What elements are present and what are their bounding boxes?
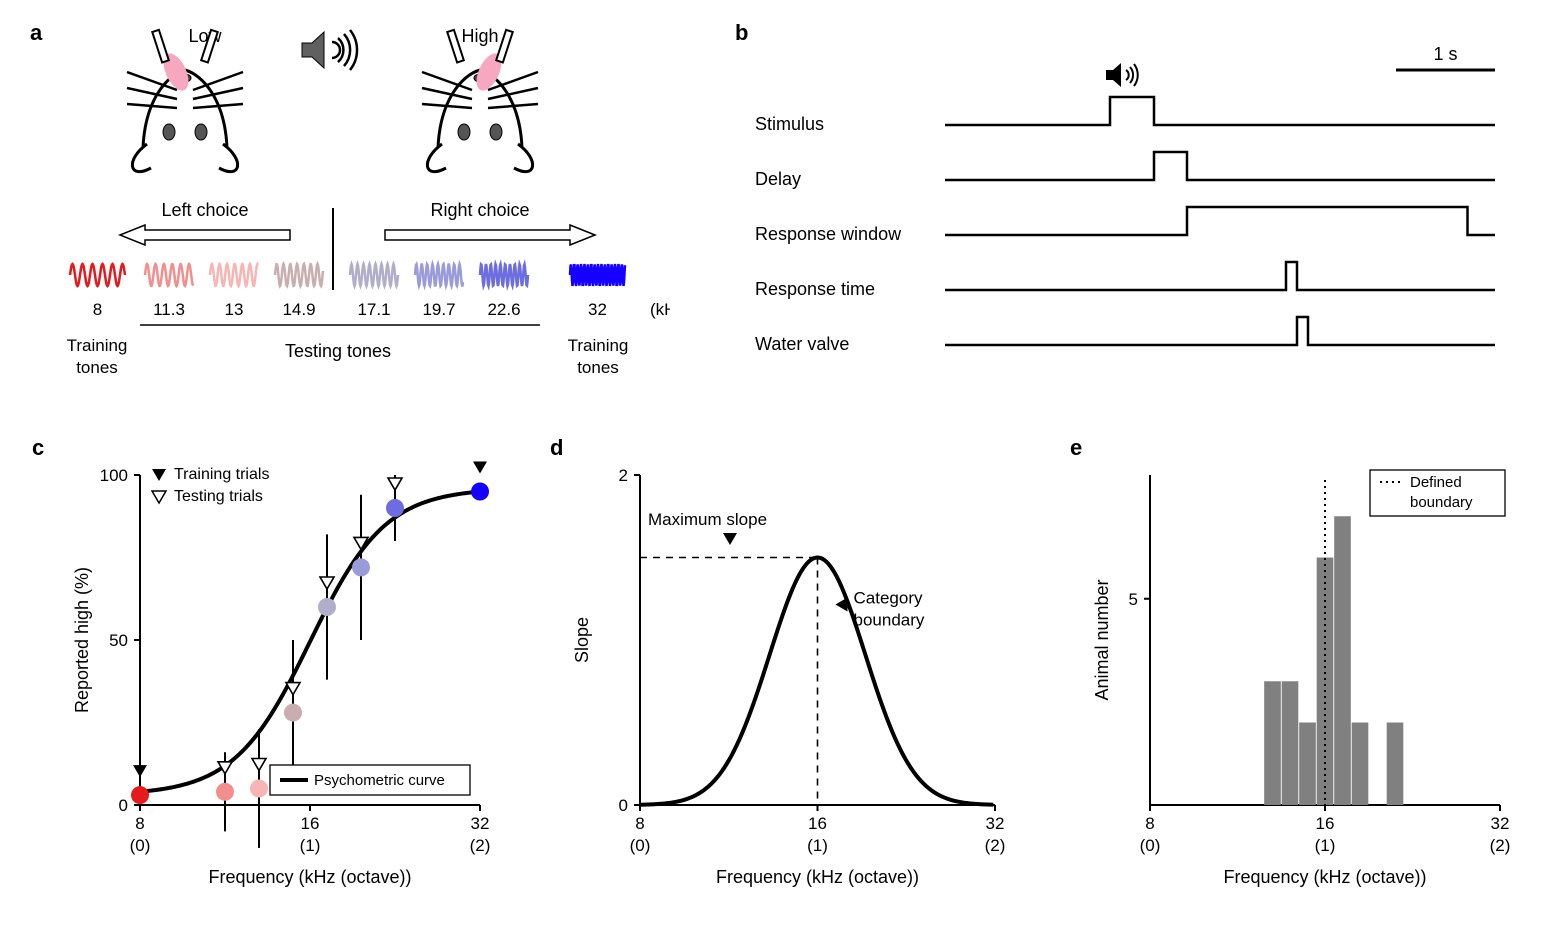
panel-a-label: a — [30, 20, 42, 46]
svg-text:Water valve: Water valve — [755, 334, 849, 354]
svg-text:Training: Training — [67, 336, 128, 355]
svg-text:boundary: boundary — [1410, 494, 1473, 511]
svg-text:14.9: 14.9 — [282, 300, 315, 319]
svg-text:8: 8 — [135, 814, 144, 833]
svg-text:16: 16 — [1316, 814, 1335, 833]
svg-text:1 s: 1 s — [1433, 44, 1457, 64]
figure-root: a LowHighLeft choiceRight choice811.3131… — [20, 20, 1530, 929]
svg-text:11.3: 11.3 — [153, 300, 185, 319]
svg-text:Stimulus: Stimulus — [755, 114, 824, 134]
svg-text:32: 32 — [471, 814, 490, 833]
svg-text:100: 100 — [100, 466, 128, 485]
svg-text:(2): (2) — [470, 836, 491, 855]
svg-text:Testing trials: Testing trials — [174, 488, 263, 505]
svg-text:2: 2 — [619, 466, 628, 485]
svg-text:5: 5 — [1129, 590, 1138, 609]
svg-text:tones: tones — [76, 358, 118, 377]
svg-text:Maximum slope: Maximum slope — [648, 510, 767, 529]
svg-text:0: 0 — [119, 796, 128, 815]
svg-text:8: 8 — [1145, 814, 1154, 833]
svg-text:16: 16 — [301, 814, 320, 833]
svg-text:8: 8 — [93, 300, 102, 319]
svg-text:Training trials: Training trials — [174, 466, 269, 483]
svg-text:Frequency (kHz (octave)): Frequency (kHz (octave)) — [208, 867, 411, 887]
svg-text:High: High — [461, 26, 498, 46]
panel-c-svg: 8 (0) 16 (1) 32 (2) 0 50 100 Frequency (kHz (octa… — [50, 435, 520, 935]
panel-d-svg: 8 (0) 16 (1) 32 (2) 0 2 Frequency (kHz (octave))… — [565, 435, 1035, 935]
svg-text:(0): (0) — [630, 836, 651, 855]
svg-text:Testing tones: Testing tones — [285, 341, 391, 361]
panel-e-svg: 8 (0) 16 (1) 32 (2) 5 Frequency (kHz (octave)) A… — [1080, 435, 1530, 935]
svg-text:Defined: Defined — [1410, 474, 1462, 491]
svg-text:22.6: 22.6 — [487, 300, 520, 319]
svg-text:(2): (2) — [985, 836, 1006, 855]
svg-text:(0): (0) — [1140, 836, 1161, 855]
svg-text:Psychometric curve: Psychometric curve — [314, 772, 445, 789]
svg-text:32: 32 — [986, 814, 1005, 833]
svg-text:Left choice: Left choice — [161, 200, 248, 220]
svg-text:(kHz): (kHz) — [650, 300, 670, 319]
svg-text:(1): (1) — [807, 836, 828, 855]
svg-text:0: 0 — [619, 796, 628, 815]
svg-text:tones: tones — [577, 358, 619, 377]
svg-text:17.1: 17.1 — [357, 300, 390, 319]
panel-a-svg: LowHighLeft choiceRight choice811.31314.… — [50, 20, 670, 420]
svg-text:(0): (0) — [130, 836, 151, 855]
svg-text:Slope: Slope — [572, 617, 592, 663]
svg-text:50: 50 — [109, 631, 128, 650]
svg-text:32: 32 — [1491, 814, 1510, 833]
svg-text:Right choice: Right choice — [430, 200, 529, 220]
svg-text:Frequency (kHz (octave)): Frequency (kHz (octave)) — [716, 867, 919, 887]
panel-c-label: c — [32, 435, 44, 461]
svg-text:Frequency (kHz (octave)): Frequency (kHz (octave)) — [1223, 867, 1426, 887]
svg-text:16: 16 — [808, 814, 827, 833]
panel-b-svg: Stimulus Delay Response window Response tim… — [755, 30, 1515, 410]
svg-text:32: 32 — [588, 300, 607, 319]
svg-text:19.7: 19.7 — [422, 300, 455, 319]
panel-b-label: b — [735, 20, 748, 46]
svg-text:Response window: Response window — [755, 224, 902, 244]
svg-text:Category: Category — [854, 589, 923, 608]
panel-d-label: d — [550, 435, 563, 461]
svg-text:Training: Training — [568, 336, 629, 355]
svg-text:(1): (1) — [1315, 836, 1336, 855]
svg-text:boundary: boundary — [854, 611, 925, 630]
svg-text:(1): (1) — [300, 836, 321, 855]
svg-text:Reported high (%): Reported high (%) — [72, 567, 92, 713]
svg-text:Animal number: Animal number — [1092, 579, 1112, 700]
svg-text:(2): (2) — [1490, 836, 1511, 855]
svg-text:Response time: Response time — [755, 279, 875, 299]
svg-text:Delay: Delay — [755, 169, 801, 189]
svg-text:13: 13 — [225, 300, 244, 319]
svg-text:8: 8 — [635, 814, 644, 833]
